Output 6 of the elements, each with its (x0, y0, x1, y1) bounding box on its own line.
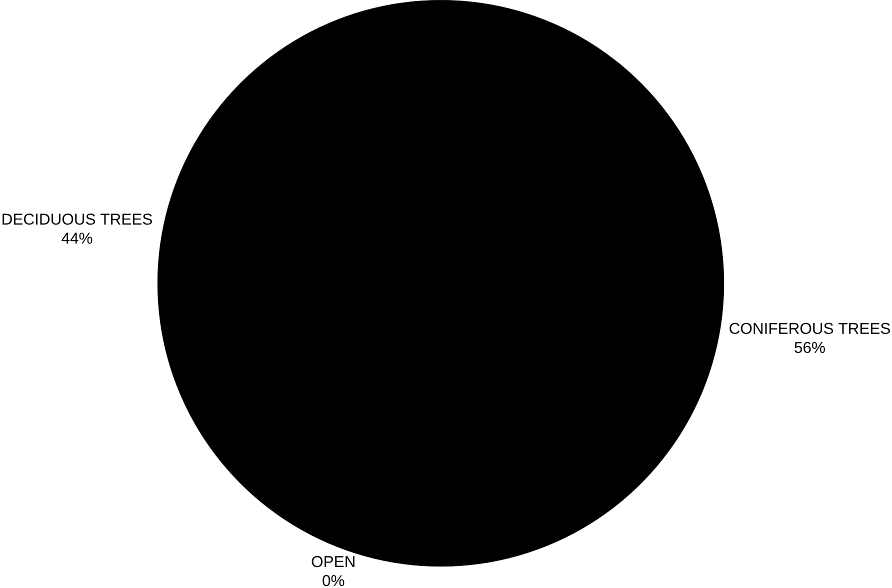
data-label: 44% (62, 232, 92, 244)
slice-label: CONIFEROUS TREES (730, 323, 890, 334)
category-label: OPEN (312, 556, 354, 568)
slice-label: DECIDUOUS TREES (2, 214, 152, 225)
data-label: 56% (794, 342, 825, 354)
text: 0% (322, 575, 344, 586)
